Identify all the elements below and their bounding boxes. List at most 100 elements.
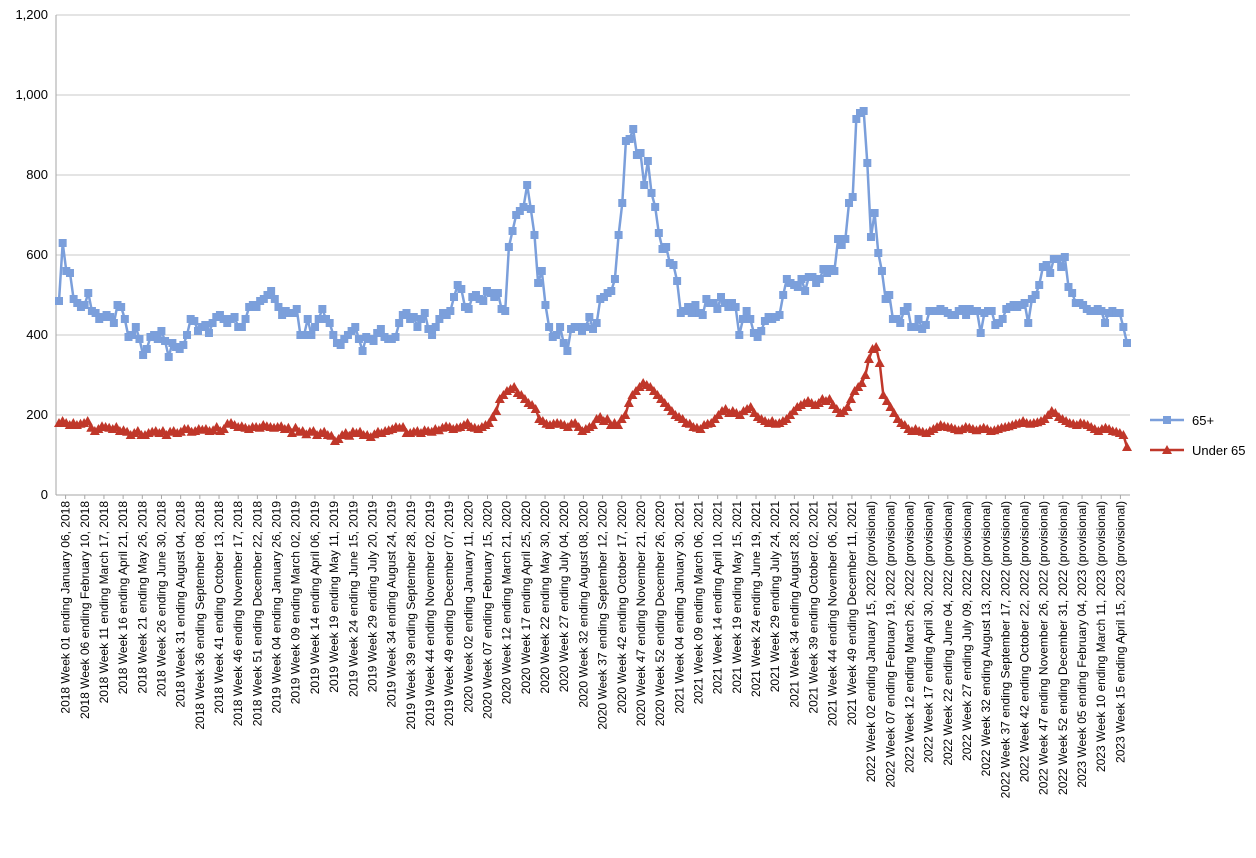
- data-point: [976, 329, 985, 337]
- x-tick-label: 2021 Week 09 ending March 06, 2021: [691, 501, 705, 705]
- x-tick-label: 2022 Week 27 ending July 09, 2022 (provi…: [960, 501, 974, 761]
- data-point: [139, 351, 148, 359]
- data-point: [398, 422, 409, 431]
- x-tick-label: 2022 Week 32 ending August 13, 2022 (pro…: [979, 501, 993, 776]
- data-point: [417, 315, 426, 323]
- data-point: [563, 347, 572, 355]
- data-point: [457, 285, 466, 293]
- x-tick-label: 2021 Week 04 ending January 30, 2021: [672, 501, 686, 714]
- data-point: [877, 267, 886, 275]
- x-tick-label: 2022 Week 12 ending March 26, 2022 (prov…: [902, 501, 916, 773]
- data-point: [318, 305, 327, 313]
- data-point: [523, 181, 532, 189]
- data-point: [179, 341, 188, 349]
- x-tick-label: 2018 Week 16 ending April 21, 2018: [116, 501, 130, 695]
- data-point: [874, 249, 883, 257]
- data-point: [541, 301, 550, 309]
- x-tick-label: 2019 Week 29 ending July 20, 2019: [365, 501, 379, 693]
- data-point: [1024, 319, 1033, 327]
- data-point: [164, 353, 173, 361]
- data-point: [183, 331, 192, 339]
- data-point: [662, 243, 671, 251]
- data-point: [354, 335, 363, 343]
- data-point: [326, 430, 337, 440]
- x-tick-label: 2021 Week 19 ending May 15, 2021: [730, 501, 744, 694]
- data-point: [910, 323, 919, 331]
- data-point: [742, 307, 751, 315]
- legend-label: 65+: [1192, 413, 1214, 428]
- data-point: [157, 327, 166, 335]
- data-point: [607, 287, 616, 295]
- x-tick-label: 2018 Week 06 ending February 10, 2018: [78, 501, 92, 719]
- data-point: [745, 402, 756, 411]
- data-point: [329, 331, 338, 339]
- data-point: [885, 291, 894, 299]
- data-point: [509, 382, 520, 391]
- data-point: [128, 331, 137, 339]
- data-point: [504, 243, 513, 251]
- data-point: [640, 181, 649, 189]
- data-point: [545, 323, 554, 331]
- data-point: [303, 315, 312, 323]
- legend: 65+ Under 65: [1150, 413, 1245, 458]
- data-point: [618, 199, 627, 207]
- y-tick-label: 1,200: [15, 7, 48, 22]
- data-point: [958, 305, 967, 313]
- data-point: [874, 358, 885, 367]
- data-point: [336, 341, 345, 349]
- data-point: [91, 309, 100, 317]
- data-point: [643, 157, 652, 165]
- x-tick-label: 2020 Week 37 ending September 12, 2020: [596, 501, 610, 730]
- data-point: [613, 420, 624, 429]
- data-point: [856, 378, 867, 387]
- data-point: [204, 329, 213, 337]
- data-point: [300, 331, 309, 339]
- data-point: [673, 277, 682, 285]
- data-point: [358, 347, 367, 355]
- x-axis: 2018 Week 01 ending January 06, 2018 2018…: [56, 494, 1130, 798]
- data-point: [691, 301, 700, 309]
- data-point: [623, 398, 634, 407]
- data-point: [914, 315, 923, 323]
- data-point: [921, 321, 930, 329]
- y-axis: 0 200 400 600 800 1,000 1,200: [15, 7, 57, 502]
- data-point: [717, 293, 726, 301]
- x-tick-label: 2019 Week 44 ending November 02, 2019: [423, 501, 437, 727]
- legend-label: Under 65: [1192, 443, 1245, 458]
- data-point: [903, 303, 912, 311]
- data-point: [602, 414, 613, 423]
- data-point: [241, 315, 250, 323]
- data-point: [834, 235, 843, 243]
- data-point: [797, 275, 806, 283]
- data-point: [1064, 283, 1073, 291]
- data-point: [534, 279, 543, 287]
- data-point: [824, 394, 835, 403]
- data-point: [610, 275, 619, 283]
- data-point: [135, 335, 144, 343]
- data-point: [552, 331, 561, 339]
- data-point: [314, 315, 323, 323]
- data-point: [1097, 307, 1106, 315]
- x-tick-label: 2023 Week 15 ending April 15, 2023 (prov…: [1113, 501, 1127, 763]
- x-tick-label: 2018 Week 31 ending August 04, 2018: [174, 501, 188, 708]
- data-point: [283, 422, 294, 432]
- data-point: [845, 199, 854, 207]
- x-tick-label: 2022 Week 52 ending December 31, 2022 (p…: [1056, 501, 1070, 795]
- data-point: [1053, 255, 1062, 263]
- data-point: [1060, 253, 1069, 261]
- legend-marker: [1162, 445, 1172, 454]
- data-point: [106, 313, 115, 321]
- data-point: [1057, 263, 1066, 271]
- data-point: [1042, 261, 1051, 269]
- data-point: [801, 287, 810, 295]
- y-tick-label: 600: [26, 247, 48, 262]
- x-tick-label: 2021 Week 49 ending December 11, 2021: [845, 501, 859, 726]
- x-tick-label: 2019 Week 14 ending April 06, 2019: [308, 501, 322, 695]
- data-point: [592, 319, 601, 327]
- data-point: [153, 335, 162, 343]
- data-point: [881, 396, 892, 405]
- data-point: [962, 311, 971, 319]
- y-tick-label: 800: [26, 167, 48, 182]
- data-point: [625, 135, 634, 143]
- data-point: [1035, 281, 1044, 289]
